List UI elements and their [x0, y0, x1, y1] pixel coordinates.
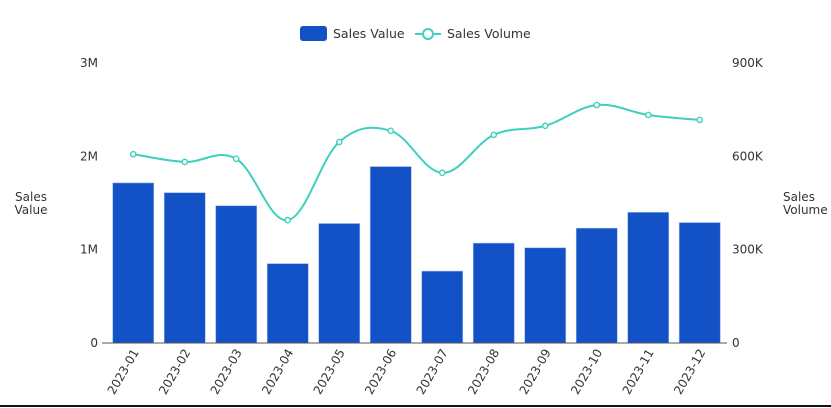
- left-axis-title-line2: Value: [15, 203, 48, 217]
- right-tick-label: 900K: [732, 56, 764, 70]
- x-tick-label: 2023-08: [465, 347, 502, 397]
- x-tick-label: 2023-09: [517, 347, 554, 397]
- legend-label: Sales Value: [333, 26, 405, 41]
- right-axis-title: Sales Volume: [783, 190, 828, 217]
- bar-2023-04[interactable]: [266, 263, 309, 344]
- bar-2023-03[interactable]: [215, 205, 258, 344]
- point-2023-01[interactable]: [129, 150, 137, 158]
- x-tick-label: 2023-11: [620, 347, 657, 397]
- point-2023-02[interactable]: [181, 158, 189, 166]
- left-tick-label: 2M: [80, 149, 98, 163]
- point-2023-12[interactable]: [696, 116, 704, 124]
- point-2023-03[interactable]: [232, 155, 240, 163]
- left-axis-title-line1: Sales: [15, 190, 47, 204]
- legend-label: Sales Volume: [447, 26, 531, 41]
- right-axis-title-line2: Volume: [783, 203, 828, 217]
- left-axis-title: Sales Value: [15, 190, 48, 217]
- bar-2023-10[interactable]: [575, 227, 618, 344]
- point-2023-09[interactable]: [541, 122, 549, 130]
- right-axis-title-line1: Sales: [783, 190, 815, 204]
- x-tick-label: 2023-06: [362, 347, 399, 397]
- bar-2023-01[interactable]: [112, 182, 155, 344]
- legend-item-sales-volume[interactable]: Sales Volume: [415, 26, 531, 41]
- x-tick-label: 2023-07: [414, 347, 451, 397]
- bar-2023-09[interactable]: [524, 247, 567, 344]
- x-tick-label: 2023-01: [105, 347, 142, 397]
- left-tick-label: 1M: [80, 243, 98, 257]
- x-tick-label: 2023-03: [208, 347, 245, 397]
- x-tick-label: 2023-02: [156, 347, 193, 397]
- line-series-sales-volume: [129, 101, 704, 224]
- point-2023-08[interactable]: [490, 131, 498, 139]
- left-tick-label: 0: [90, 336, 98, 350]
- bar-2023-11[interactable]: [627, 212, 670, 344]
- legend: Sales Value Sales Volume: [300, 26, 531, 41]
- left-tick-label: 3M: [80, 56, 98, 70]
- right-tick-label: 300K: [732, 243, 764, 257]
- bar-2023-05[interactable]: [318, 223, 361, 344]
- legend-item-sales-value[interactable]: Sales Value: [300, 26, 405, 41]
- legend-swatch-marker: [422, 28, 434, 40]
- right-axis-ticks: 0 300K 600K 900K: [732, 56, 764, 350]
- point-2023-05[interactable]: [335, 138, 343, 146]
- x-tick-label: 2023-04: [259, 347, 296, 397]
- bar-2023-08[interactable]: [472, 242, 515, 344]
- x-tick-label: 2023-12: [671, 347, 708, 397]
- bar-2023-07[interactable]: [421, 270, 464, 344]
- left-axis-ticks: 0 1M 2M 3M: [80, 56, 98, 350]
- x-tick-label: 2023-05: [311, 347, 348, 397]
- bar-2023-02[interactable]: [163, 192, 206, 344]
- bar-2023-12[interactable]: [678, 222, 721, 344]
- bottom-divider: [0, 405, 831, 407]
- point-2023-04[interactable]: [284, 216, 292, 224]
- point-2023-06[interactable]: [387, 127, 395, 135]
- point-2023-11[interactable]: [644, 111, 652, 119]
- right-tick-label: 600K: [732, 149, 764, 163]
- bar-2023-06[interactable]: [369, 166, 412, 344]
- sales-volume-line: [133, 103, 700, 222]
- x-tick-label: 2023-10: [568, 347, 605, 397]
- point-2023-10[interactable]: [593, 101, 601, 109]
- x-axis-labels: 2023-01 2023-02 2023-03 2023-04 2023-05 2023-…: [105, 347, 709, 397]
- bar-series-sales-value: [112, 166, 721, 344]
- legend-swatch-bar: [300, 26, 327, 41]
- right-tick-label: 0: [732, 336, 740, 350]
- point-2023-07[interactable]: [438, 169, 446, 177]
